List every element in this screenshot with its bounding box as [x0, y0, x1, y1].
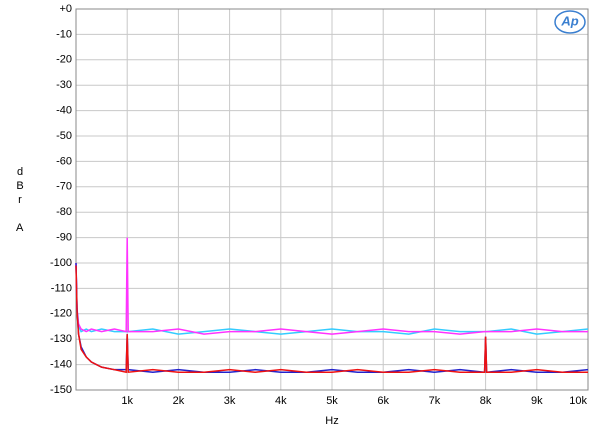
y-tick-label: -130 — [50, 333, 72, 345]
y-tick-label: +0 — [59, 3, 72, 15]
y-tick-label: -10 — [56, 28, 72, 40]
y-tick-label: -80 — [56, 206, 72, 218]
y-tick-label: -100 — [50, 257, 72, 269]
x-tick-label: 7k — [429, 395, 441, 407]
y-tick-label: -40 — [56, 105, 72, 117]
x-tick-label: 1k — [121, 395, 133, 407]
y-tick-label: -140 — [50, 359, 72, 371]
plot-border — [75, 8, 589, 391]
y-axis-label-2: A — [16, 222, 24, 234]
x-tick-label: 10k — [569, 395, 587, 407]
y-tick-label: -50 — [56, 130, 72, 142]
y-axis-label: dBr — [14, 166, 26, 208]
y-tick-label: -20 — [56, 54, 72, 66]
x-tick-label: 2k — [173, 395, 185, 407]
x-tick-label: 9k — [531, 395, 543, 407]
x-tick-label: 6k — [377, 395, 389, 407]
series-line — [75, 237, 588, 335]
logo: Ap — [554, 10, 586, 34]
y-tick-label: -90 — [56, 232, 72, 244]
logo-ring — [554, 10, 586, 34]
y-tick-label: -110 — [51, 282, 72, 294]
logo-text: Ap — [560, 13, 578, 28]
y-tick-label: -70 — [56, 181, 72, 193]
x-tick-label: 5k — [326, 395, 338, 407]
y-tick-label: -60 — [56, 155, 72, 167]
x-tick-label: 3k — [224, 395, 236, 407]
y-tick-label: -30 — [56, 79, 72, 91]
x-tick-label: 4k — [275, 395, 287, 407]
y-tick-label: -150 — [50, 384, 72, 396]
y-tick-label: -120 — [50, 308, 72, 320]
x-tick-label: 8k — [480, 395, 492, 407]
x-axis-label: Hz — [325, 415, 338, 427]
series-line — [75, 265, 588, 374]
